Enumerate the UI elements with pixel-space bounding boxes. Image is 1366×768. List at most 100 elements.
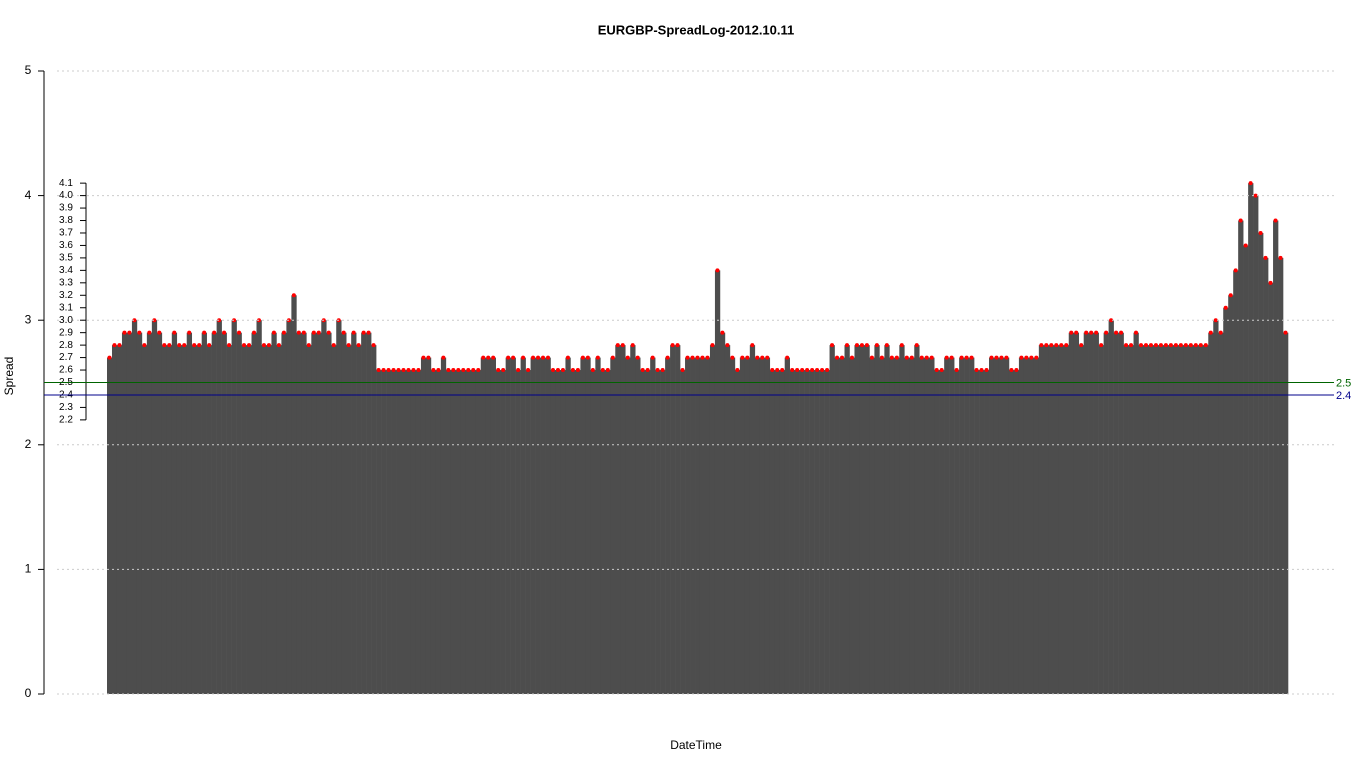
bar — [296, 332, 302, 694]
bar — [595, 357, 601, 694]
point — [341, 330, 346, 335]
bar — [1148, 345, 1154, 694]
bar — [276, 345, 282, 694]
point — [366, 330, 371, 335]
point — [894, 355, 899, 360]
point — [805, 368, 810, 373]
bar — [540, 357, 546, 694]
bar — [864, 345, 870, 694]
point — [605, 368, 610, 373]
bar — [580, 357, 586, 694]
point — [491, 355, 496, 360]
point — [1248, 181, 1253, 186]
point — [1014, 368, 1019, 373]
point — [889, 355, 894, 360]
bar — [645, 370, 651, 694]
bar — [869, 357, 875, 694]
bar — [530, 357, 536, 694]
point — [1173, 343, 1178, 348]
point — [1263, 255, 1268, 260]
y2-tick-label: 2.7 — [59, 352, 73, 363]
bar — [984, 370, 990, 694]
point — [192, 343, 197, 348]
bar — [1023, 357, 1030, 694]
bar — [391, 370, 397, 694]
bar — [779, 370, 786, 694]
point — [785, 355, 790, 360]
bar — [704, 357, 711, 694]
bar — [480, 357, 487, 694]
point — [416, 368, 421, 373]
bar — [944, 357, 950, 694]
point — [301, 330, 306, 335]
point — [127, 330, 132, 335]
bar — [914, 345, 920, 694]
point — [117, 343, 122, 348]
point — [884, 343, 889, 348]
bar — [500, 370, 506, 694]
y2-tick-label: 2.9 — [59, 327, 73, 338]
point — [217, 318, 222, 323]
point — [207, 343, 212, 348]
bar — [1198, 345, 1204, 694]
bar — [719, 332, 726, 694]
point — [1084, 330, 1089, 335]
point — [1233, 268, 1238, 273]
bar — [665, 357, 671, 694]
bar — [829, 345, 835, 694]
bar — [685, 357, 691, 694]
bar — [969, 357, 975, 694]
bar — [1103, 332, 1109, 694]
bar — [814, 370, 820, 694]
point — [899, 343, 904, 348]
point — [735, 368, 740, 373]
bar — [1093, 332, 1099, 694]
point — [536, 355, 541, 360]
chart-title: EURGBP-SpreadLog-2012.10.11 — [598, 22, 795, 37]
point — [780, 368, 785, 373]
point — [840, 355, 845, 360]
bar — [1203, 345, 1209, 694]
bar — [445, 370, 452, 694]
point — [675, 343, 680, 348]
bar — [884, 345, 890, 694]
point — [550, 368, 555, 373]
point — [1258, 230, 1263, 235]
bar — [121, 332, 128, 694]
bar — [1013, 370, 1020, 694]
point — [1183, 343, 1188, 348]
point — [1213, 318, 1218, 323]
y2-tick-label: 3.0 — [59, 315, 73, 326]
bar — [107, 357, 113, 694]
bar — [341, 332, 347, 694]
y2-tick-label: 3.8 — [59, 215, 73, 226]
bar — [834, 357, 840, 694]
point — [1223, 305, 1228, 310]
point — [570, 368, 575, 373]
point — [695, 355, 700, 360]
bar — [889, 357, 895, 694]
y-tick-label: 4 — [25, 188, 32, 202]
point — [436, 368, 441, 373]
bar — [625, 357, 631, 694]
point — [281, 330, 286, 335]
point — [1094, 330, 1099, 335]
bar — [630, 345, 636, 694]
bar — [1193, 345, 1199, 694]
bar — [346, 345, 352, 694]
bar — [784, 357, 790, 694]
point — [511, 355, 516, 360]
bar — [744, 357, 751, 694]
point — [680, 368, 685, 373]
bar — [261, 345, 267, 694]
bar — [949, 357, 955, 694]
point — [242, 343, 247, 348]
bar — [749, 345, 756, 694]
bar — [415, 370, 422, 694]
point — [172, 330, 177, 335]
bar — [924, 357, 930, 694]
bar — [281, 332, 287, 694]
point — [157, 330, 162, 335]
point — [496, 368, 501, 373]
point — [790, 368, 795, 373]
